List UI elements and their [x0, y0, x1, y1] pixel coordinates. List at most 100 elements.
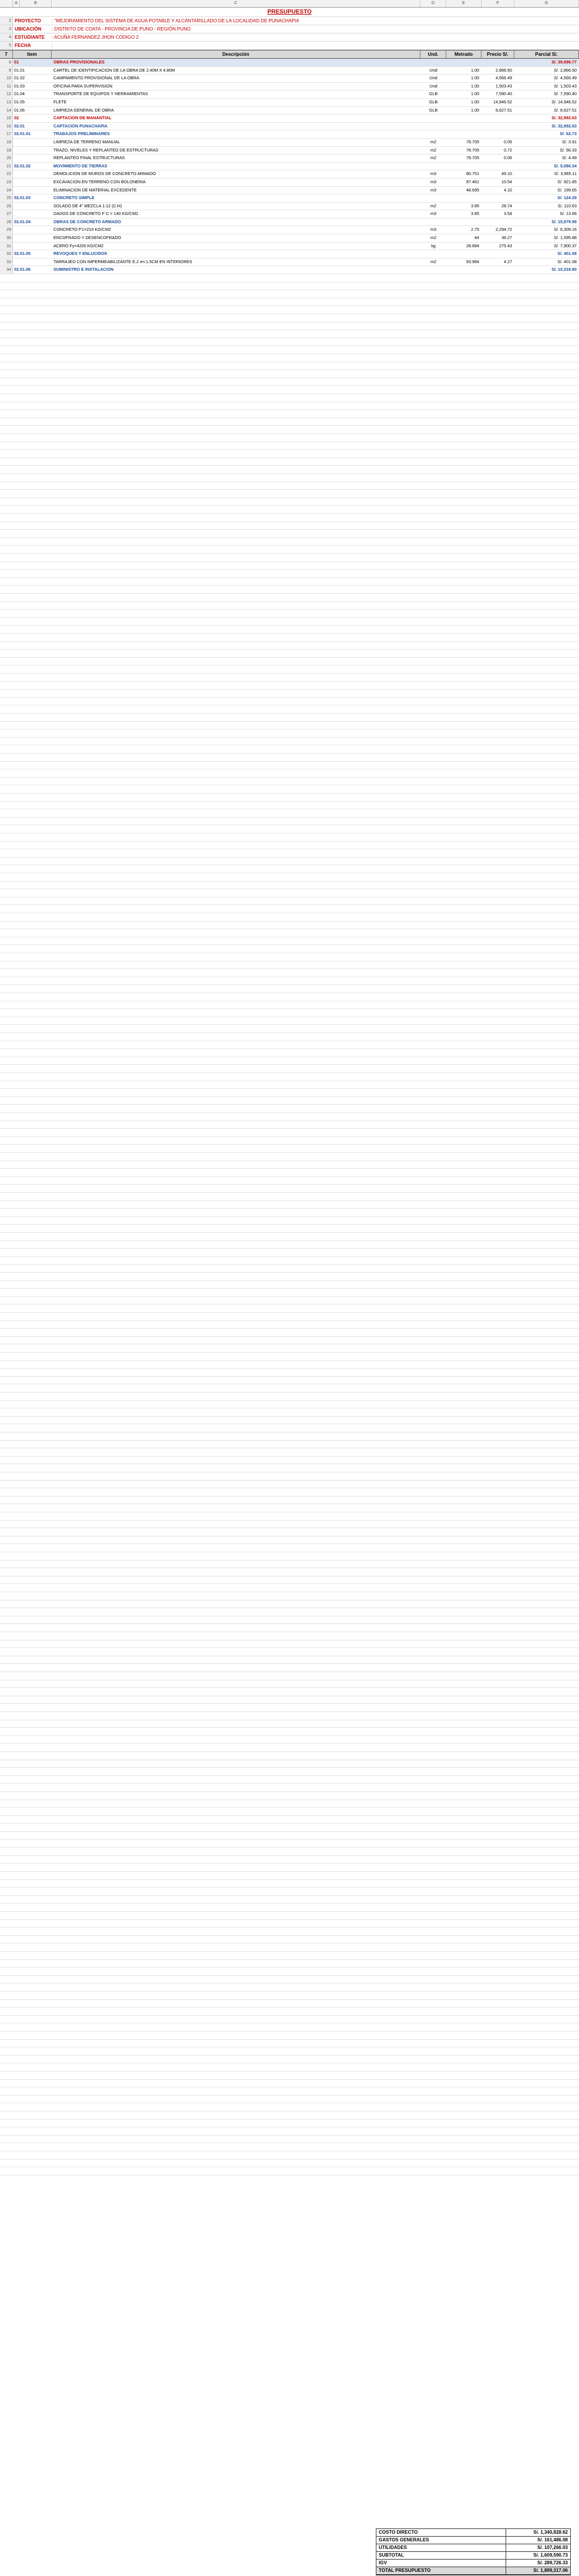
- grid-row[interactable]: [0, 1457, 579, 1465]
- grid-row[interactable]: [0, 1848, 579, 1856]
- table-row[interactable]: 25 02.01.03 CONCRETO SIMPLE S/. 124.29: [0, 194, 579, 203]
- grid-row[interactable]: [0, 1432, 579, 1441]
- grid-row[interactable]: [0, 618, 579, 626]
- grid-row[interactable]: [0, 330, 579, 338]
- row-number[interactable]: 32: [0, 250, 13, 258]
- grid-row[interactable]: [0, 937, 579, 946]
- grid-row[interactable]: [0, 1241, 579, 1249]
- grid-row[interactable]: [0, 2000, 579, 2008]
- grid-row[interactable]: [0, 2007, 579, 2016]
- table-row[interactable]: 18 LIMPIEZA DE TERRENO MANUAL m2 78.705 0.05…: [0, 138, 579, 147]
- row-number[interactable]: 12: [0, 90, 13, 98]
- grid-row[interactable]: [0, 1384, 579, 1393]
- column-letter-d[interactable]: D: [420, 0, 446, 7]
- grid-row[interactable]: [0, 705, 579, 714]
- grid-row[interactable]: [0, 1792, 579, 1800]
- grid-row[interactable]: [0, 1528, 579, 1536]
- grid-row[interactable]: [0, 1393, 579, 1401]
- column-letter-b[interactable]: B: [20, 0, 52, 7]
- summary-row-igv[interactable]: IGV S/. 289,726.33: [376, 2560, 570, 2567]
- grid-row[interactable]: [0, 450, 579, 458]
- grid-row[interactable]: [0, 674, 579, 682]
- summary-row-total[interactable]: TOTAL PRESUPUESTO S/. 1,899,317.06: [376, 2567, 570, 2575]
- grid-row[interactable]: [0, 1121, 579, 1129]
- row-number[interactable]: 17: [0, 130, 13, 138]
- row-number[interactable]: 23: [0, 178, 13, 186]
- col-metrado[interactable]: Metrado: [446, 51, 482, 58]
- table-row[interactable]: 22 DEMOLICION DE MUROS DE CONCRETO ARMADO…: [0, 170, 579, 179]
- table-row[interactable]: 11 01.03 OFICINA PARA SUPERVISION Und 1.00 1,…: [0, 82, 579, 91]
- grid-row[interactable]: [0, 1648, 579, 1656]
- grid-row[interactable]: [0, 690, 579, 698]
- grid-row[interactable]: [0, 1504, 579, 1513]
- row-number[interactable]: 14: [0, 106, 13, 115]
- row-number[interactable]: 3: [0, 25, 13, 33]
- table-row[interactable]: 32 02.01.05 REVOQUES Y ENLUCIDOS S/. 401.08: [0, 250, 579, 258]
- grid-row[interactable]: [0, 506, 579, 514]
- grid-row[interactable]: [0, 1544, 579, 1553]
- grid-row[interactable]: [0, 2096, 579, 2104]
- grid-row[interactable]: [0, 1808, 579, 1816]
- grid-row[interactable]: [0, 1137, 579, 1145]
- grid-row[interactable]: [0, 953, 579, 961]
- grid-row[interactable]: [0, 1344, 579, 1353]
- table-row[interactable]: 20 REPLANTEO FINAL ESTRUCTURAS m2 78.705 0.0…: [0, 154, 579, 163]
- row-number[interactable]: 15: [0, 115, 13, 122]
- grid-row[interactable]: [0, 1640, 579, 1649]
- grid-row[interactable]: [0, 2111, 579, 2120]
- grid-row[interactable]: [0, 386, 579, 395]
- grid-row[interactable]: [0, 1041, 579, 1050]
- table-row[interactable]: 17 02.01.01 TRABAJOS PRELIMINARES S/. 62.73: [0, 130, 579, 139]
- grid-row[interactable]: [0, 610, 579, 618]
- table-row[interactable]: 10 01.02 CAMPAMENTO PROVISIONAL DE LA OBRA…: [0, 75, 579, 83]
- row-number[interactable]: 18: [0, 138, 13, 146]
- table-row[interactable]: 8 01 OBRAS PROVISIONALES S/. 39,696.77: [0, 59, 579, 67]
- table-row[interactable]: 14 01.06 LIMPIEZA GENERAL DE OBRA GLB 1.00 8,…: [0, 106, 579, 115]
- row-number[interactable]: 27: [0, 210, 13, 218]
- table-row[interactable]: 24 ELIMINACION DE MATERIAL EXCEDENTE m3 48.…: [0, 186, 579, 195]
- table-row[interactable]: 19 TRAZO, NIVELES Y REPLANTEO DE ESTRUCTU…: [0, 146, 579, 155]
- grid-row[interactable]: [0, 1081, 579, 1089]
- row-number[interactable]: 31: [0, 242, 13, 250]
- grid-row[interactable]: [0, 1145, 579, 1154]
- col-price[interactable]: Precio S/.: [482, 51, 514, 58]
- grid-row[interactable]: [0, 1943, 579, 1952]
- grid-row[interactable]: [0, 714, 579, 722]
- grid-row[interactable]: [0, 1952, 579, 1960]
- col-item[interactable]: Item: [13, 51, 52, 58]
- grid-row[interactable]: [0, 1552, 579, 1561]
- col-unit[interactable]: Und.: [420, 51, 446, 58]
- grid-row[interactable]: [0, 842, 579, 850]
- table-row[interactable]: 33 TARRAJEO CON IMPERMEABILIZANTE E.2 en:…: [0, 258, 579, 267]
- grid-row[interactable]: [0, 1368, 579, 1377]
- grid-row[interactable]: [0, 1337, 579, 1345]
- table-row[interactable]: 23 EXCAVACION EN TERRENO CON BOLONERIA m3 8…: [0, 178, 579, 187]
- grid-row[interactable]: [0, 1736, 579, 1744]
- row-number[interactable]: 13: [0, 98, 13, 106]
- grid-row[interactable]: [0, 370, 579, 378]
- grid-row[interactable]: [0, 1840, 579, 1848]
- grid-row[interactable]: [0, 1496, 579, 1505]
- grid-row[interactable]: [0, 793, 579, 802]
- summary-row-profit[interactable]: UTILIDADES S/. 107,266.03: [376, 2544, 570, 2552]
- grid-row[interactable]: [0, 2167, 579, 2175]
- grid-row[interactable]: [0, 2160, 579, 2168]
- grid-row[interactable]: [0, 546, 579, 554]
- grid-row[interactable]: [0, 1065, 579, 1074]
- grid-row[interactable]: [0, 754, 579, 762]
- grid-row[interactable]: [0, 1983, 579, 1992]
- grid-row[interactable]: [0, 1928, 579, 1936]
- grid-row[interactable]: [0, 650, 579, 658]
- grid-row[interactable]: [0, 1680, 579, 1689]
- grid-row[interactable]: [0, 1592, 579, 1600]
- grid-row[interactable]: [0, 1408, 579, 1417]
- column-letter-c[interactable]: C: [52, 0, 420, 7]
- grid-row[interactable]: [0, 1656, 579, 1664]
- grid-row[interactable]: [0, 2016, 579, 2024]
- row-number[interactable]: 22: [0, 170, 13, 178]
- grid-row[interactable]: [0, 698, 579, 706]
- table-row[interactable]: 15 02 CAPTACION DE MANANTIAL S/. 32,992.63: [0, 115, 579, 123]
- grid-row[interactable]: [0, 665, 579, 674]
- grid-row[interactable]: [0, 1912, 579, 1920]
- grid-row[interactable]: [0, 434, 579, 442]
